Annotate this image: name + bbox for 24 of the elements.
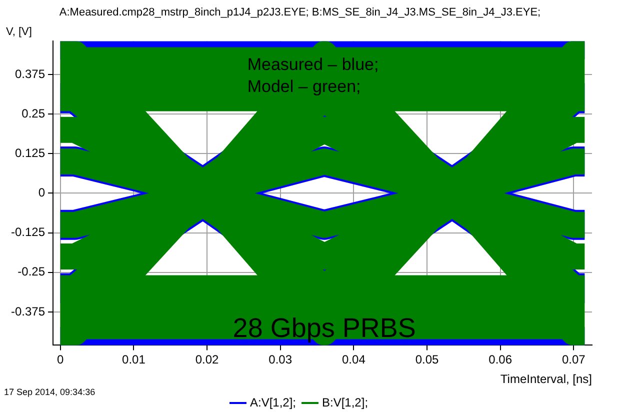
chart-title: A:Measured.cmp28_mstrp_8inch_p1J4_p2J3.EYE; B:MS_SE_8in_J4_J3.MS_SE_8in_J4_J3.EYE;: [59, 6, 541, 19]
annotation: Measured – blue;: [247, 55, 379, 74]
x-axis-title: TimeInterval, [ns]: [500, 372, 592, 386]
x-tick-label: 0.05: [415, 352, 440, 367]
y-tick-label: -0.125: [10, 225, 46, 240]
legend-label: B:V[1,2];: [322, 395, 368, 410]
y-tick-label: 0: [38, 186, 46, 200]
x-tick-label: 0.07: [562, 352, 586, 367]
x-tick-label: 0.04: [342, 352, 366, 367]
y-tick-label: 0.375: [14, 66, 46, 81]
y-tick-label: -0.375: [10, 304, 46, 318]
text: 17 Sep 2014, 09:34:36: [4, 387, 96, 397]
annotation: 28 Gbps PRBS: [232, 313, 416, 344]
y-axis-title: V, [V]: [6, 26, 32, 38]
y-tick-label: 0.125: [14, 146, 46, 160]
x-tick-label: 0.03: [268, 352, 292, 367]
annotation: Model – green;: [247, 77, 361, 96]
x-tick-label: 0.02: [195, 352, 220, 367]
x-tick-label: 0.06: [488, 352, 512, 367]
legend-label: A:V[1,2];: [250, 395, 296, 410]
x-tick-label: 0: [57, 352, 64, 367]
x-tick-label: 0.01: [122, 352, 146, 367]
y-tick-label: -0.25: [18, 264, 46, 279]
y-tick-label: 0.25: [22, 106, 46, 120]
